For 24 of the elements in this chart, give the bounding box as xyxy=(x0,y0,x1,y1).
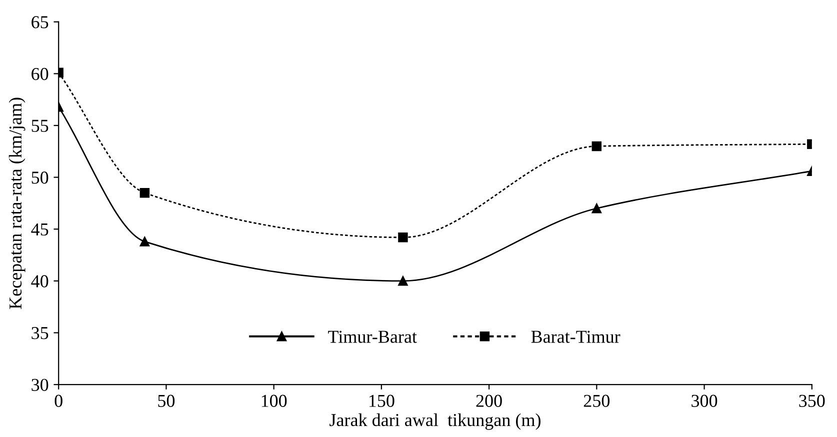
y-tick-label: 45 xyxy=(31,223,48,236)
x-tick-label: 200 xyxy=(476,394,502,407)
x-tick-label: 150 xyxy=(369,394,394,407)
y-tick-label: 30 xyxy=(32,378,48,391)
legend-label: Barat-Timur xyxy=(531,330,620,343)
y-tick-label: 65 xyxy=(32,16,48,28)
y-tick-label: 60 xyxy=(32,68,48,80)
x-tick-label: 250 xyxy=(584,394,610,407)
point xyxy=(592,204,602,214)
x-tick-label: 350 xyxy=(799,394,825,407)
x-tick-label: 100 xyxy=(262,394,287,407)
point xyxy=(398,232,408,242)
point xyxy=(398,276,408,286)
y-tick-label: 50 xyxy=(32,172,48,184)
y-tick-label: 55 xyxy=(32,120,48,132)
y-tick-label: 40 xyxy=(31,275,48,288)
x-tick-label: 0 xyxy=(54,394,62,407)
x-axis-title: Jarak dari awal tikungan (m) xyxy=(330,413,540,430)
x-tick-label: 300 xyxy=(692,394,718,407)
legend-label: Timur-Barat xyxy=(328,330,417,343)
x-tick-label: 50 xyxy=(158,394,175,407)
y-tick-label: 35 xyxy=(32,327,48,340)
y-axis-title: Kecepatan rata-rata (km/jam) xyxy=(8,98,26,309)
point xyxy=(592,141,602,152)
